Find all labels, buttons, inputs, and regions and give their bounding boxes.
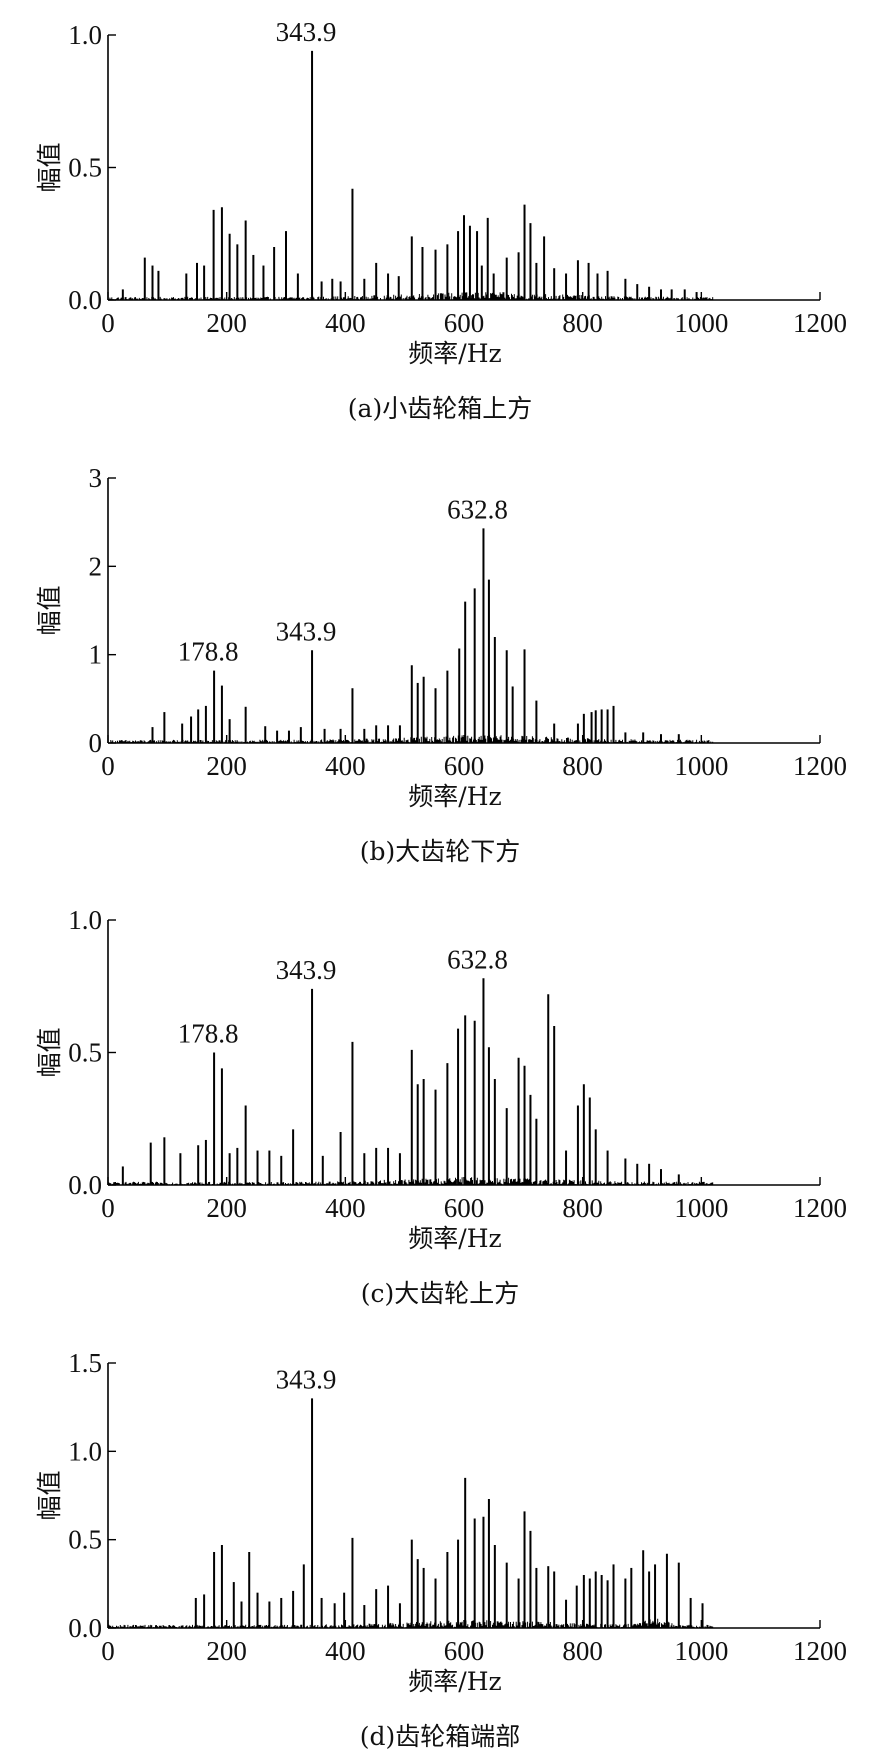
x-tick-label: 800 <box>562 751 603 781</box>
y-tick-label: 1.0 <box>68 20 102 50</box>
x-tick-label: 800 <box>562 308 603 338</box>
spectrum-panel-0: 0 200 400 600 800 1000 1200 0.0 0.5 1.0 343.9 幅值频率/… <box>35 17 847 423</box>
noise-floor <box>107 292 714 300</box>
x-tick-label: 0 <box>101 308 115 338</box>
x-tick-label: 1200 <box>793 1636 847 1666</box>
x-axis-label: 频率/Hz <box>408 339 501 368</box>
x-tick-label: 1200 <box>793 751 847 781</box>
panel-caption: (b)大齿轮下方 <box>360 837 521 866</box>
y-tick-label: 0.5 <box>68 1525 102 1555</box>
y-tick-label: 1 <box>89 640 103 670</box>
x-tick-label: 800 <box>562 1193 603 1223</box>
x-tick-label: 600 <box>444 1636 485 1666</box>
panel-caption: (d)齿轮箱端部 <box>360 1722 521 1751</box>
peak-annotation: 343.9 <box>276 17 337 47</box>
spectrum-panel-1: 0 200 400 600 800 1000 1200 0 1 2 3 178.8 343.9 632.8… <box>35 463 847 866</box>
peak-annotation: 178.8 <box>178 1019 239 1049</box>
x-tick-label: 1000 <box>674 751 728 781</box>
spectrum-panel-3: 0 200 400 600 800 1000 1200 0.0 0.5 1.0 1.5 343.9 幅值… <box>35 1348 847 1751</box>
x-tick-label: 600 <box>444 1193 485 1223</box>
peak-annotation: 632.8 <box>447 494 508 524</box>
x-axis-label: 频率/Hz <box>408 1224 501 1253</box>
x-tick-label: 400 <box>325 1193 366 1223</box>
x-tick-label: 200 <box>206 308 247 338</box>
x-tick-label: 0 <box>101 751 115 781</box>
x-tick-label: 1200 <box>793 308 847 338</box>
x-tick-label: 1000 <box>674 308 728 338</box>
y-tick-label: 0 <box>89 728 103 758</box>
panel-caption: (a)小齿轮箱上方 <box>348 394 532 423</box>
spectrum-panel-2: 0 200 400 600 800 1000 1200 0.0 0.5 1.0 178.8 343.9… <box>35 905 847 1308</box>
x-tick-label: 1200 <box>793 1193 847 1223</box>
x-tick-label: 200 <box>206 1636 247 1666</box>
y-tick-label: 0.0 <box>68 285 102 315</box>
y-tick-label: 1.0 <box>68 1436 102 1466</box>
peak-annotation: 178.8 <box>178 637 239 667</box>
y-axis-label: 幅值 <box>35 1470 64 1520</box>
y-tick-label: 1.5 <box>68 1348 102 1378</box>
x-tick-label: 400 <box>325 1636 366 1666</box>
x-tick-label: 0 <box>101 1193 115 1223</box>
x-tick-label: 600 <box>444 751 485 781</box>
peak-annotation: 343.9 <box>276 1364 337 1394</box>
y-tick-label: 1.0 <box>68 905 102 935</box>
x-tick-label: 1000 <box>674 1636 728 1666</box>
y-tick-label: 0.0 <box>68 1170 102 1200</box>
x-tick-label: 600 <box>444 308 485 338</box>
x-tick-label: 400 <box>325 751 366 781</box>
x-tick-label: 1000 <box>674 1193 728 1223</box>
x-tick-label: 800 <box>562 1636 603 1666</box>
y-axis-label: 幅值 <box>35 142 64 192</box>
y-tick-label: 0.5 <box>68 1038 102 1068</box>
y-tick-label: 0.0 <box>68 1613 102 1643</box>
x-tick-label: 400 <box>325 308 366 338</box>
y-tick-label: 3 <box>89 463 103 493</box>
noise-floor <box>107 1618 714 1628</box>
peak-annotation: 343.9 <box>276 955 337 985</box>
x-axis-label: 频率/Hz <box>408 1667 501 1696</box>
x-axis-label: 频率/Hz <box>408 782 501 811</box>
y-tick-label: 0.5 <box>68 153 102 183</box>
peak-annotation: 343.9 <box>276 616 337 646</box>
y-axis-label: 幅值 <box>35 585 64 635</box>
panel-caption: (c)大齿轮上方 <box>361 1279 520 1308</box>
x-tick-label: 0 <box>101 1636 115 1666</box>
x-tick-label: 200 <box>206 1193 247 1223</box>
y-axis-label: 幅值 <box>35 1027 64 1077</box>
y-tick-label: 2 <box>89 551 103 581</box>
peak-annotation: 632.8 <box>447 944 508 974</box>
x-tick-label: 200 <box>206 751 247 781</box>
